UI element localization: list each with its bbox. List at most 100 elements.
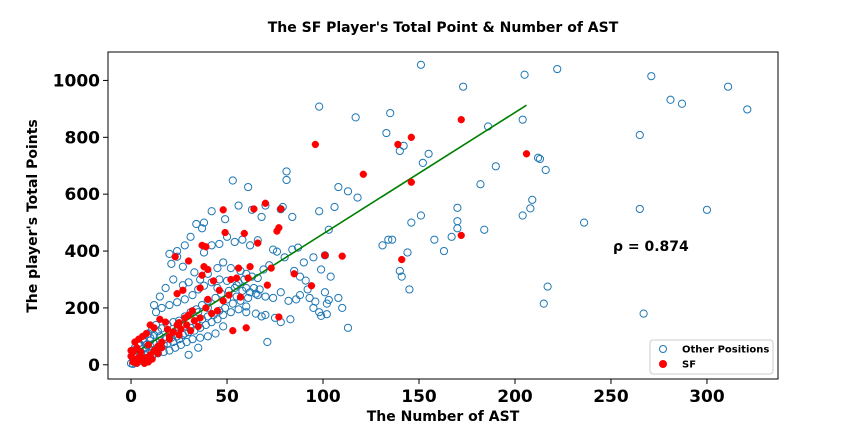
data-point-other bbox=[453, 203, 462, 212]
data-point-other bbox=[242, 308, 251, 317]
data-point-other bbox=[543, 282, 552, 291]
data-point-other bbox=[480, 225, 489, 234]
data-point-sf bbox=[321, 251, 329, 259]
data-point-other bbox=[322, 310, 331, 319]
data-point-other bbox=[255, 285, 264, 294]
data-point-other bbox=[351, 113, 360, 122]
data-point-sf bbox=[202, 243, 210, 251]
data-point-other bbox=[244, 182, 253, 192]
data-point-other bbox=[518, 211, 527, 220]
data-point-other bbox=[161, 283, 170, 293]
data-point-sf bbox=[198, 271, 206, 279]
data-point-sf bbox=[215, 286, 223, 294]
data-point-other bbox=[439, 246, 449, 256]
data-point-sf bbox=[307, 282, 316, 290]
data-point-other bbox=[320, 288, 330, 297]
data-point-other bbox=[326, 272, 335, 281]
y-tick-label: 0 bbox=[88, 356, 100, 376]
data-point-other bbox=[292, 295, 301, 304]
data-point-sf bbox=[204, 265, 212, 274]
data-point-sf bbox=[181, 314, 189, 322]
data-point-other bbox=[635, 130, 644, 140]
data-point-other bbox=[386, 109, 395, 118]
data-point-other bbox=[178, 262, 187, 271]
data-point-other bbox=[207, 207, 216, 216]
data-point-other bbox=[188, 291, 197, 300]
data-point-sf bbox=[242, 324, 250, 332]
data-point-other bbox=[316, 265, 326, 274]
data-point-sf bbox=[190, 317, 199, 325]
data-point-other bbox=[309, 253, 318, 262]
trend-line bbox=[130, 104, 527, 357]
data-point-other bbox=[541, 165, 550, 175]
data-point-sf bbox=[234, 264, 243, 272]
data-point-other bbox=[520, 70, 529, 79]
data-point-sf bbox=[277, 205, 285, 213]
data-point-other bbox=[219, 322, 228, 331]
y-tick-label: 1000 bbox=[53, 71, 100, 91]
data-point-sf bbox=[225, 291, 233, 299]
data-point-other bbox=[184, 350, 193, 359]
data-point-other bbox=[395, 266, 404, 276]
data-point-other bbox=[245, 241, 255, 250]
data-point-sf bbox=[196, 284, 204, 292]
legend-label-sf: SF bbox=[682, 360, 696, 371]
data-point-sf bbox=[290, 270, 298, 278]
data-point-other bbox=[334, 293, 343, 303]
data-point-other bbox=[407, 218, 416, 227]
data-point-other bbox=[244, 293, 253, 303]
data-point-other bbox=[228, 299, 237, 308]
y-axis-label: The player's Total Points bbox=[25, 119, 41, 313]
data-point-other bbox=[343, 323, 353, 332]
x-tick-label: 150 bbox=[401, 387, 437, 407]
data-point-other bbox=[635, 204, 644, 214]
data-point-other bbox=[221, 303, 230, 313]
data-point-other bbox=[149, 300, 159, 310]
data-point-other bbox=[253, 291, 262, 300]
data-point-sf bbox=[219, 297, 227, 305]
data-point-sf bbox=[179, 286, 187, 294]
data-point-other bbox=[405, 285, 414, 294]
data-point-sf bbox=[457, 116, 465, 124]
data-point-other bbox=[677, 99, 687, 108]
data-point-sf bbox=[263, 281, 271, 289]
data-point-other bbox=[666, 95, 675, 104]
y-tick-label: 400 bbox=[65, 242, 101, 262]
data-point-sf bbox=[261, 199, 270, 207]
data-point-other bbox=[221, 215, 230, 224]
plot-frame bbox=[107, 51, 779, 380]
data-point-sf bbox=[457, 231, 465, 240]
data-point-other bbox=[261, 310, 270, 320]
data-point-sf bbox=[194, 322, 202, 331]
data-point-other bbox=[301, 276, 310, 285]
data-point-sf bbox=[311, 140, 319, 149]
data-point-sf bbox=[161, 318, 170, 326]
data-point-other bbox=[282, 167, 291, 176]
data-point-sf bbox=[209, 277, 218, 285]
data-point-sf bbox=[163, 325, 172, 333]
data-point-other bbox=[476, 180, 485, 189]
data-point-sf bbox=[208, 309, 216, 318]
legend-marker-sf bbox=[659, 360, 667, 368]
data-point-other bbox=[211, 329, 220, 338]
data-point-other bbox=[257, 212, 266, 222]
data-point-other bbox=[151, 308, 161, 317]
x-tick-label: 200 bbox=[497, 387, 533, 407]
data-point-other bbox=[165, 346, 174, 355]
data-point-sf bbox=[183, 321, 191, 329]
data-point-sf bbox=[359, 170, 367, 178]
data-point-other bbox=[418, 158, 427, 167]
data-point-sf bbox=[186, 327, 195, 335]
x-tick-label: 100 bbox=[305, 387, 341, 407]
data-point-other bbox=[430, 235, 439, 244]
data-point-other bbox=[242, 302, 251, 311]
legend-label-other: Other Positions bbox=[682, 345, 769, 356]
data-point-sf bbox=[173, 290, 181, 298]
data-point-other bbox=[453, 224, 462, 233]
data-point-other bbox=[305, 293, 314, 303]
data-point-other bbox=[263, 337, 272, 347]
data-point-other bbox=[288, 212, 297, 222]
data-point-other bbox=[743, 105, 752, 114]
